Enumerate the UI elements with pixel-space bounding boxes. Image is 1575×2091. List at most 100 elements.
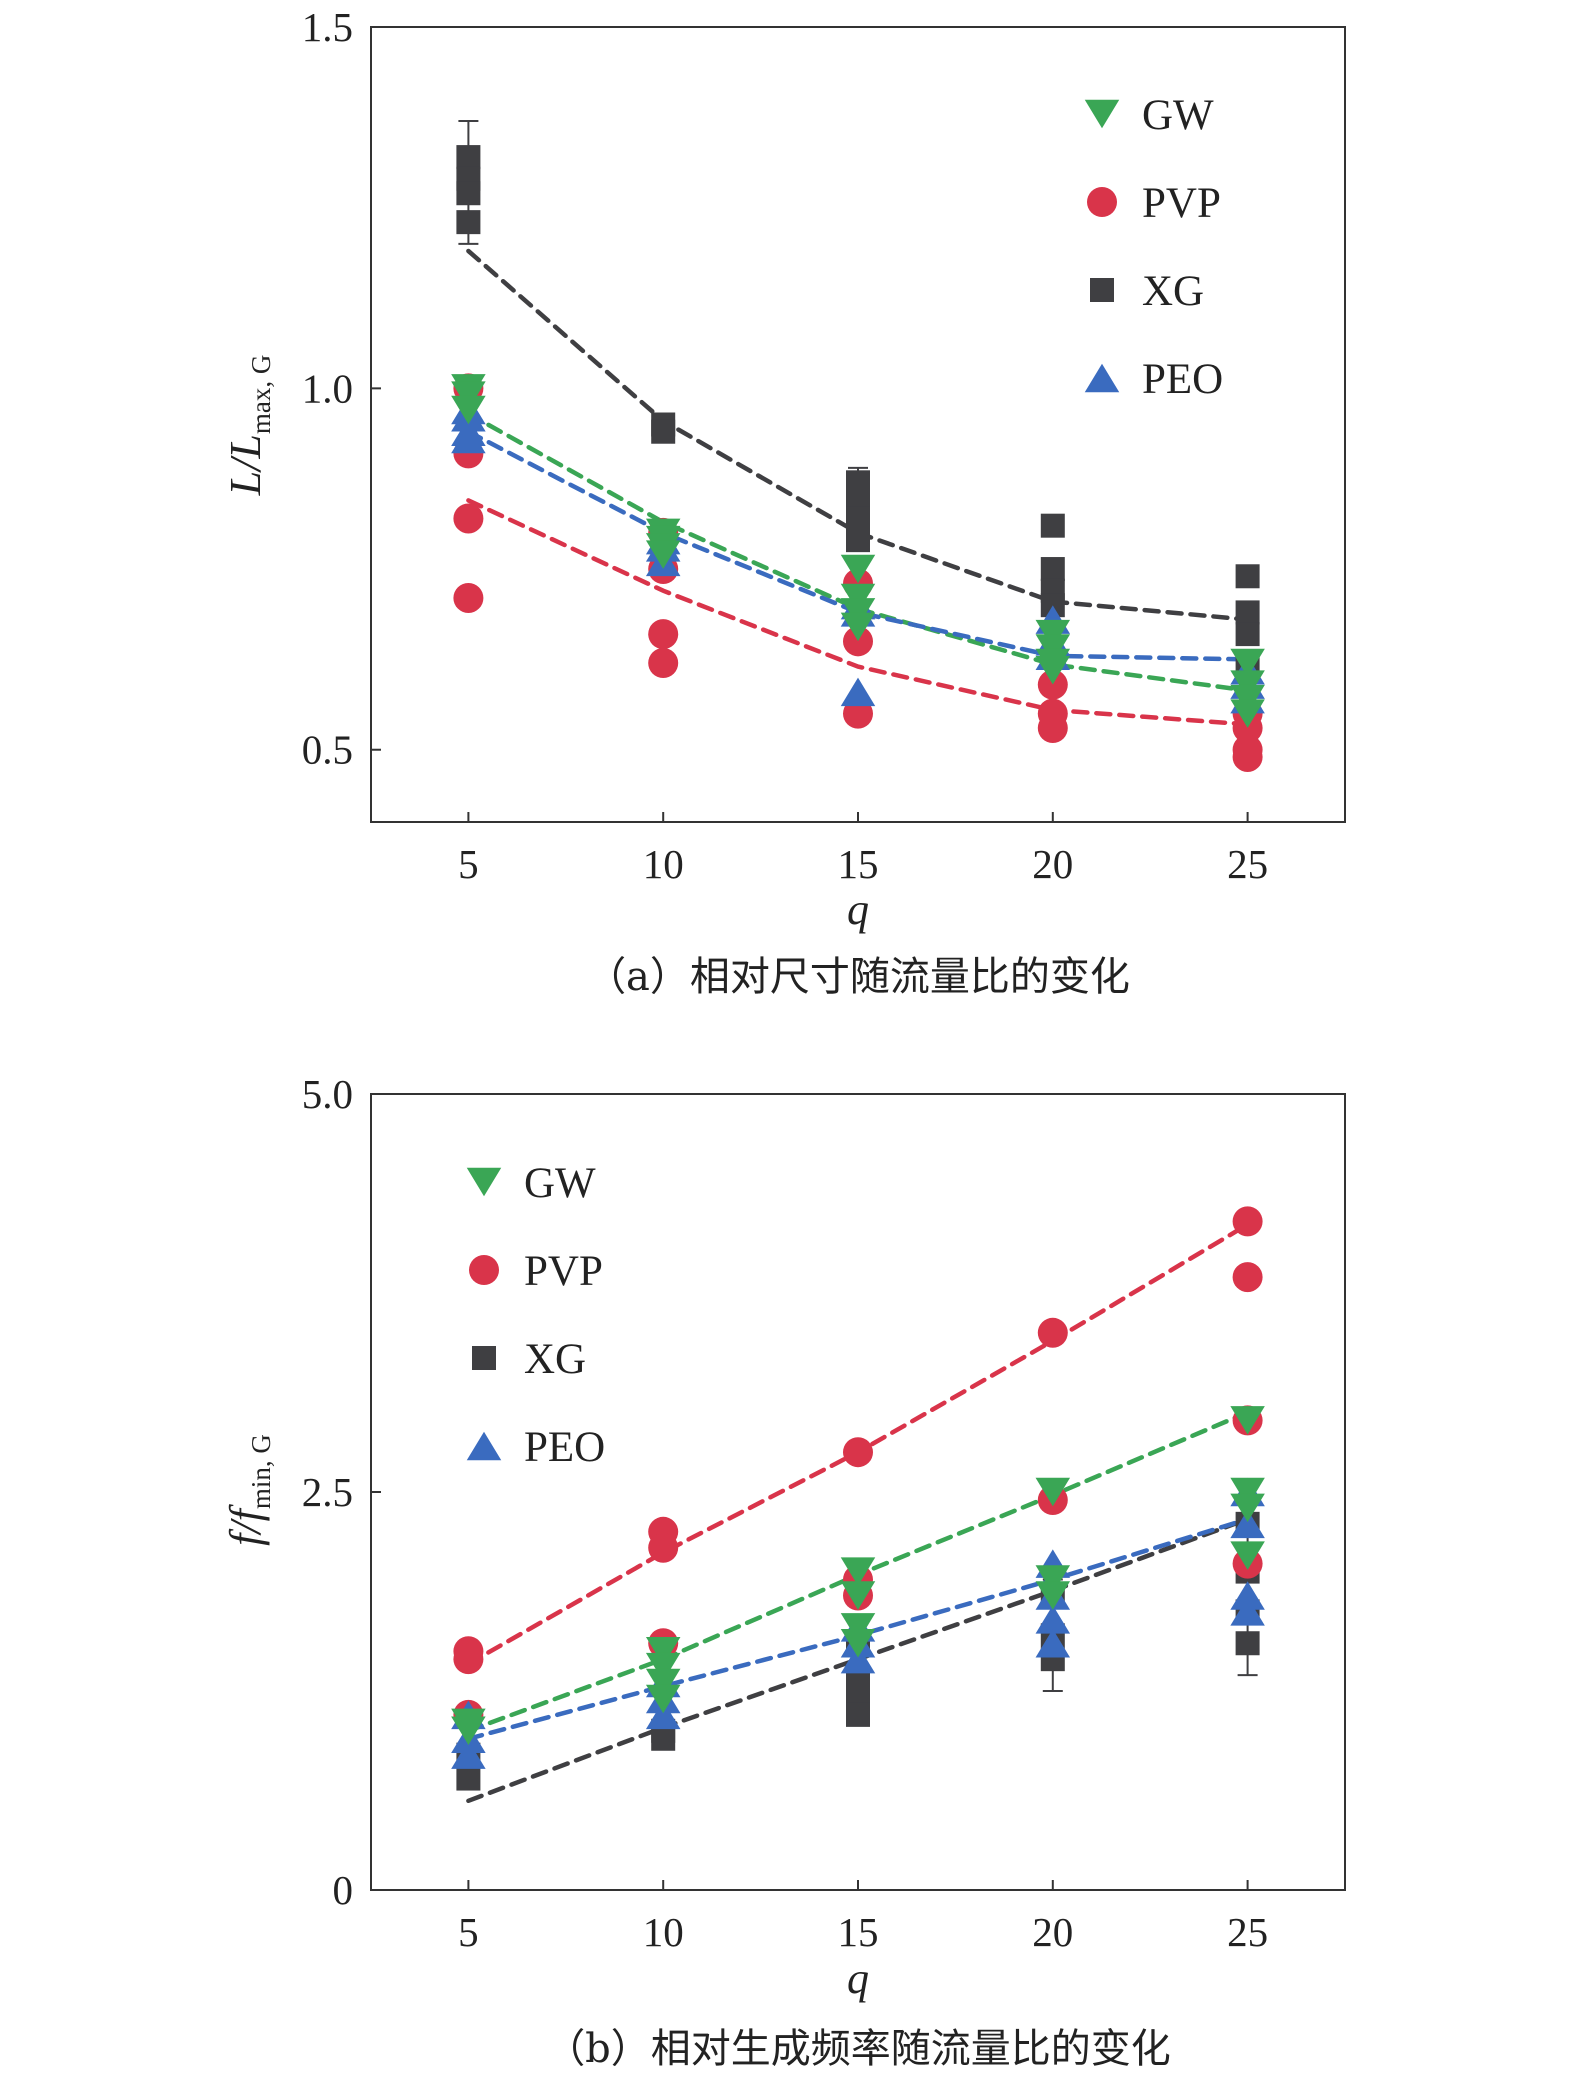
caption-a: （a）相对尺寸随流量比的变化: [586, 954, 1130, 1000]
data-point-pvp: [843, 626, 873, 657]
legend-marker-peo: [466, 1431, 502, 1461]
legend-label-peo: PEO: [1142, 356, 1223, 403]
y-tick-label: 0: [333, 1867, 354, 1913]
y-axis-label-b-main: f/f: [221, 1503, 270, 1545]
data-point-xg: [456, 145, 481, 170]
data-point-peo: [1035, 1628, 1071, 1658]
legend-b: GW PVP XG PEO: [466, 1160, 605, 1471]
data-point-gw: [451, 395, 486, 425]
data-point-pvp: [1037, 1317, 1068, 1348]
data-point-gw: [1230, 670, 1265, 699]
data-point-gw: [840, 1557, 876, 1586]
legend-marker-pvp: [1087, 187, 1117, 217]
data-point-peo: [1230, 1581, 1265, 1610]
data-point-gw: [840, 583, 876, 613]
legend-marker-peo: [1084, 363, 1120, 393]
data-point-pvp: [453, 582, 484, 613]
data-point-xg: [1235, 600, 1260, 625]
data-point-gw: [840, 598, 876, 627]
legend-marker-pvp: [469, 1255, 499, 1285]
data-point-peo: [451, 424, 486, 454]
data-point-xg: [1040, 513, 1065, 538]
y-tick-label: 5.0: [302, 1071, 353, 1117]
data-point-peo: [1230, 1509, 1265, 1539]
legend-marker-gw: [1084, 99, 1120, 129]
data-point-peo: [645, 1700, 681, 1730]
data-point-pvp: [843, 1437, 873, 1468]
x-tick-label: 20: [1032, 841, 1073, 887]
data-point-gw: [1230, 1541, 1265, 1570]
plot-b-ticks: 5 10 15 20 25 0 2.5 5.0: [302, 1071, 1268, 1955]
data-point-pvp: [1232, 1206, 1263, 1237]
data-point-gw: [1230, 1493, 1265, 1523]
y-tick-label: 1.5: [302, 4, 353, 50]
data-point-pvp: [1037, 669, 1068, 700]
data-point-gw: [645, 1652, 681, 1682]
data-point-xg: [846, 528, 870, 553]
data-point-pvp: [453, 503, 484, 534]
data-point-gw: [645, 540, 681, 569]
legend-a: GW PVP XG PEO: [1084, 92, 1223, 403]
legend-label-gw: GW: [524, 1160, 596, 1207]
data-point-gw: [1035, 1581, 1071, 1610]
data-point-gw: [1230, 1477, 1265, 1507]
data-point-gw: [1035, 1565, 1071, 1594]
x-axis-label-b: q: [847, 1954, 869, 2003]
data-point-pvp: [648, 648, 679, 678]
data-point-pvp: [648, 1532, 679, 1563]
data-point-peo: [1230, 1597, 1265, 1626]
data-point-gw: [840, 1581, 876, 1610]
x-tick-label: 10: [643, 1909, 684, 1955]
data-point-xg: [651, 419, 676, 444]
y-axis-label-a-sub: max, G: [246, 355, 276, 434]
legend-marker-xg: [1090, 278, 1114, 302]
data-point-gw: [1230, 684, 1265, 714]
data-point-gw: [840, 1628, 876, 1658]
legend-marker-gw: [466, 1167, 502, 1197]
x-tick-label: 25: [1227, 1909, 1268, 1955]
plot-a-ticks: 5 10 15 20 25 0.5 1.0 1.5: [302, 4, 1268, 887]
data-point-peo: [1035, 1605, 1071, 1634]
x-tick-label: 5: [458, 841, 479, 887]
y-tick-label: 0.5: [302, 727, 353, 773]
y-axis-label-b: f/fmin, G: [221, 1434, 276, 1546]
legend-label-pvp: PVP: [524, 1248, 603, 1295]
data-point-xg: [1235, 1631, 1260, 1656]
x-tick-label: 25: [1227, 841, 1268, 887]
x-tick-label: 15: [838, 841, 879, 887]
y-axis-label-a: L/Lmax, G: [221, 355, 276, 497]
data-point-gw: [1035, 619, 1071, 649]
data-point-peo: [451, 1740, 486, 1769]
data-point-xg: [651, 1726, 676, 1751]
data-point-pvp: [453, 1644, 484, 1675]
data-point-gw: [840, 554, 876, 584]
data-point-xg: [1040, 557, 1065, 582]
data-point-pvp: [1232, 741, 1263, 772]
x-tick-label: 15: [838, 1909, 879, 1955]
data-point-xg: [1235, 564, 1260, 589]
data-point-gw: [645, 1668, 681, 1698]
y-axis-label-b-sub: min, G: [246, 1434, 276, 1509]
x-tick-label: 10: [643, 841, 684, 887]
data-point-xg: [456, 1766, 481, 1791]
data-point-gw: [840, 612, 876, 642]
data-point-xg: [456, 181, 481, 206]
data-point-gw: [1035, 1477, 1071, 1507]
x-axis-label-a: q: [847, 885, 869, 934]
data-point-gw: [645, 1684, 681, 1714]
data-point-pvp: [648, 619, 679, 650]
fit-line-pvp: [466, 498, 1250, 727]
plot-b-marks: [451, 1206, 1265, 1791]
data-point-gw: [840, 1613, 876, 1642]
data-point-xg: [1235, 622, 1260, 647]
data-point-xg: [456, 210, 481, 235]
y-axis-label-a-main: L/L: [221, 434, 270, 496]
data-point-gw: [451, 1716, 486, 1746]
x-tick-label: 20: [1032, 1909, 1073, 1955]
data-point-gw: [451, 381, 486, 410]
y-tick-label: 2.5: [302, 1469, 353, 1515]
data-point-gw: [1230, 699, 1265, 728]
y-tick-label: 1.0: [302, 365, 353, 411]
data-point-peo: [840, 677, 876, 707]
